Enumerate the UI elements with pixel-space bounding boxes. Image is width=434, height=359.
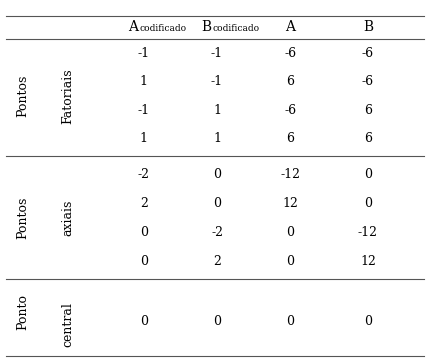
- Text: B: B: [201, 20, 211, 34]
- Text: Pontos: Pontos: [16, 197, 30, 239]
- Text: B: B: [363, 20, 373, 34]
- Text: 2: 2: [140, 197, 148, 210]
- Text: 0: 0: [213, 197, 221, 210]
- Text: 0: 0: [140, 314, 148, 328]
- Text: codificado: codificado: [140, 24, 187, 33]
- Text: -6: -6: [284, 103, 296, 117]
- Text: codificado: codificado: [213, 24, 260, 33]
- Text: -12: -12: [280, 168, 300, 181]
- Text: A: A: [285, 20, 295, 34]
- Text: 0: 0: [286, 255, 294, 268]
- Text: Fatoriais: Fatoriais: [62, 68, 75, 123]
- Text: 0: 0: [364, 168, 372, 181]
- Text: -6: -6: [362, 47, 374, 60]
- Text: -1: -1: [211, 47, 223, 60]
- Text: 0: 0: [140, 226, 148, 239]
- Text: -1: -1: [138, 103, 150, 117]
- Text: 0: 0: [286, 314, 294, 328]
- Text: 1: 1: [213, 103, 221, 117]
- Text: 6: 6: [364, 103, 372, 117]
- Text: axiais: axiais: [62, 200, 75, 236]
- Text: 1: 1: [140, 75, 148, 88]
- Text: 0: 0: [140, 255, 148, 268]
- Text: 6: 6: [286, 132, 294, 145]
- Text: 0: 0: [364, 197, 372, 210]
- Text: -2: -2: [138, 168, 150, 181]
- Text: 1: 1: [140, 132, 148, 145]
- Text: 1: 1: [213, 132, 221, 145]
- Text: Ponto: Ponto: [16, 294, 30, 330]
- Text: 0: 0: [213, 314, 221, 328]
- Text: 12: 12: [283, 197, 298, 210]
- Text: -2: -2: [211, 226, 223, 239]
- Text: 6: 6: [364, 132, 372, 145]
- Text: A: A: [128, 20, 138, 34]
- Text: Pontos: Pontos: [16, 75, 30, 117]
- Text: -12: -12: [358, 226, 378, 239]
- Text: -6: -6: [284, 47, 296, 60]
- Text: 6: 6: [286, 75, 294, 88]
- Text: central: central: [62, 302, 75, 347]
- Text: 0: 0: [286, 226, 294, 239]
- Text: -1: -1: [211, 75, 223, 88]
- Text: 0: 0: [364, 314, 372, 328]
- Text: -1: -1: [138, 47, 150, 60]
- Text: 0: 0: [213, 168, 221, 181]
- Text: 12: 12: [360, 255, 376, 268]
- Text: 2: 2: [213, 255, 221, 268]
- Text: -6: -6: [362, 75, 374, 88]
